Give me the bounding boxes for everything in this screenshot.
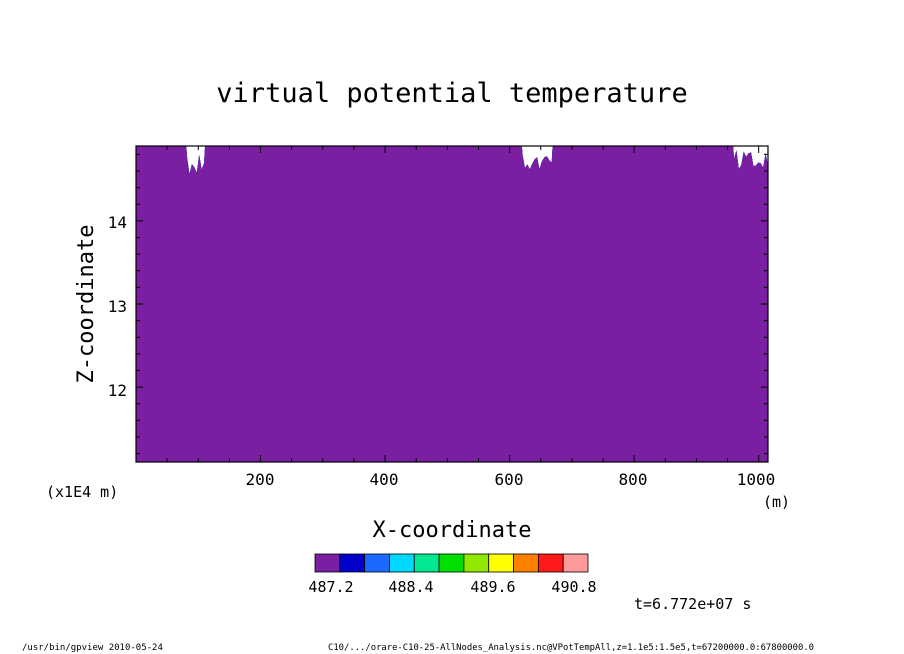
colorbar-swatch-6: [463, 553, 490, 573]
colorbar-swatch-5: [438, 553, 465, 573]
x-axis-label: X-coordinate: [373, 518, 532, 543]
colorbar-swatch-3: [389, 553, 415, 573]
colorbar-label-488.4: 488.4: [388, 578, 433, 596]
contour-band-0: [136, 146, 768, 462]
contour-bands: [136, 146, 768, 462]
x-tick-label-200: 200: [246, 470, 275, 489]
footer-right: C10/.../orare-C10-25-AllNodes_Analysis.n…: [328, 643, 814, 653]
y-axis-label: Z-coordinate: [74, 225, 99, 384]
x-tick-label-400: 400: [370, 470, 399, 489]
colorbar-swatch-10: [562, 553, 589, 573]
colorbar-swatch-1: [339, 553, 366, 573]
time-label: t=6.772e+07 s: [634, 595, 751, 613]
x-tick-label-1000: 1000: [737, 470, 776, 489]
x-tick-label-600: 600: [495, 470, 524, 489]
colorbar-swatch-4: [413, 553, 440, 573]
axis-ticks: [135, 146, 768, 462]
x-unit-label: (m): [763, 493, 790, 511]
x-tick-label-800: 800: [619, 470, 648, 489]
colorbar-swatch-9: [537, 553, 564, 573]
y-tick-label-14: 14: [108, 213, 127, 232]
colorbar-swatch-2: [364, 553, 390, 573]
colorbar-swatch-0: [314, 553, 341, 573]
y-tick-label-13: 13: [108, 297, 127, 316]
colorbar: [314, 553, 589, 573]
y-scale-label: (x1E4 m): [46, 483, 118, 501]
colorbar-label-489.6: 489.6: [470, 578, 515, 596]
colorbar-label-487.2: 487.2: [308, 578, 353, 596]
colorbar-swatch-8: [513, 553, 539, 573]
y-tick-label-12: 12: [108, 381, 127, 400]
colorbar-label-490.8: 490.8: [551, 578, 596, 596]
footer-left: /usr/bin/gpview 2010-05-24: [22, 643, 163, 653]
colorbar-swatch-7: [488, 553, 514, 573]
chart-title: virtual potential temperature: [216, 78, 687, 109]
